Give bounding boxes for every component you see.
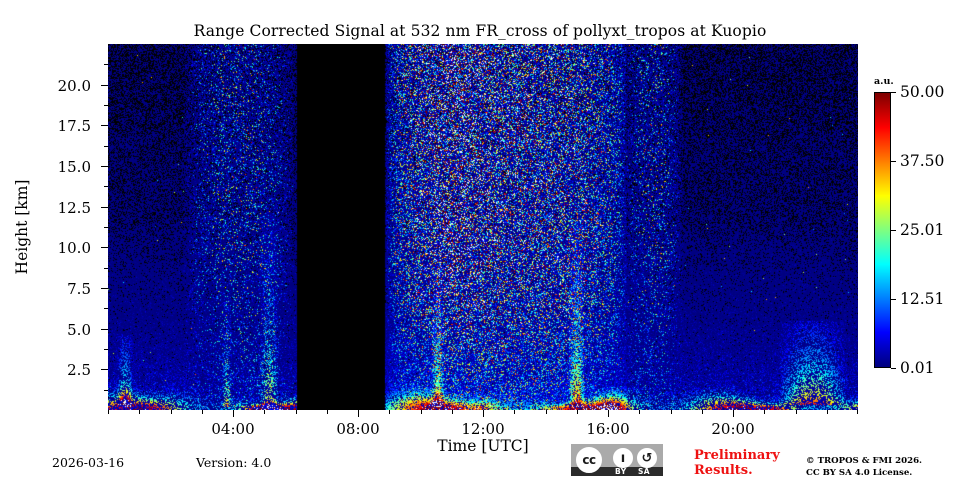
colorbar-tick-label: 0.01 [900,359,935,377]
y-axis-minor-tick [104,145,108,147]
cc-badge-bottom-bar [571,467,663,476]
x-axis-minor-tick [545,410,547,414]
colorbar-tick [891,298,896,300]
x-axis-minor-tick [701,410,703,414]
x-axis-minor-tick [826,410,828,414]
x-axis-minor-tick [857,410,858,414]
x-axis-minor-tick [451,410,453,414]
x-axis-tick-label: 12:00 [461,420,505,438]
x-axis-tick [733,410,734,417]
colorbar-tick-label: 12.51 [900,289,945,308]
y-axis-tick: 15.0 [58,158,108,176]
colorbar-tick-label: 50.00 [900,83,945,101]
y-axis-tick-label: 5.0 [67,320,91,339]
cc-sa-icon: ↺ [637,448,657,468]
y-axis-minor-tick [104,308,108,310]
x-axis-minor-tick [201,410,203,414]
cc-logo-text: cc [582,453,596,467]
colorbar-unit-label: a.u. [874,76,894,87]
y-axis-tick: 20.0 [58,77,108,95]
colorbar-tick-label: 25.01 [900,220,945,239]
colorbar-tick [891,229,896,231]
cc-sa-glyph: ↺ [641,450,653,466]
x-axis-label: Time [UTC] [437,437,529,455]
y-axis-tick: 7.5 [67,280,108,298]
x-axis-minor-tick [639,410,641,414]
copyright-note: © TROPOS & FMI 2026. CC BY SA 4.0 Licens… [806,455,956,479]
footer-date: 2026-03-16 [52,455,125,470]
y-axis-minor-tick [104,186,108,188]
y-axis-tick-label: 10.0 [57,239,91,258]
copyright-line-1: © TROPOS & FMI 2026. [806,456,923,466]
x-axis-minor-tick [670,410,672,414]
preliminary-line-1: Preliminary [694,448,780,463]
page-title: Range Corrected Signal at 532 nm FR_cros… [193,22,767,40]
copyright-line-2: CC BY SA 4.0 License. [806,468,913,479]
x-axis-minor-tick [389,410,391,414]
footer-version: Version: 4.0 [196,455,272,470]
colorbar: 0.01 12.51 25.01 37.50 50.00 [874,83,944,377]
x-axis-minor-tick [795,410,797,414]
y-axis-minor-tick [104,389,108,391]
cc-by-glyph: ı [620,450,626,466]
x-axis-tick-label: 04:00 [211,420,255,438]
y-axis-minor-tick [104,349,108,350]
plot-axes-area: 2.5 5.0 7.5 10.0 12.5 15.0 17.5 20.0 04:00 08:00 1… [58,44,858,438]
x-axis-tick [358,410,359,417]
x-axis-tick [233,410,234,417]
preliminary-line-2: Results. [694,463,753,479]
colorbar-gradient [874,92,891,368]
y-axis-tick: 17.5 [58,117,108,135]
preliminary-results-note: Preliminary Results. [694,448,804,479]
x-axis-minor-tick [326,410,328,414]
y-axis-minor-tick [104,267,108,269]
x-axis-minor-tick [420,410,422,414]
cc-logo-icon: cc [576,447,602,473]
cc-badge-icons: cc ı ↺ [571,444,663,473]
creative-commons-license-badge[interactable]: cc ı ↺ BY SA [571,444,663,476]
x-axis-minor-tick [764,410,766,414]
colorbar-tick [891,161,896,162]
x-axis-tick-label: 16:00 [586,420,630,438]
x-axis-tick [483,410,484,417]
x-axis-minor-tick [139,410,141,414]
y-axis-tick: 5.0 [67,321,108,339]
y-axis-tick-label: 15.0 [57,158,91,176]
y-axis-minor-tick [104,64,108,66]
y-axis-tick: 12.5 [58,199,108,217]
y-axis-minor-tick [104,105,108,106]
x-axis-minor-tick [264,410,266,414]
lidar-quicklook-heatmap [108,44,858,410]
y-axis-tick: 10.0 [58,239,108,257]
y-axis-minor-tick [104,227,108,228]
y-axis-tick-label: 17.5 [57,117,91,136]
x-axis-minor-tick [108,410,109,414]
colorbar-tick-label: 37.50 [900,152,945,170]
x-axis-minor-tick [514,410,516,414]
cc-sa-label: SA [638,467,651,476]
y-axis-tick: 2.5 [67,361,108,379]
x-axis-tick [608,410,609,417]
cc-by-icon: ı [613,448,633,468]
x-axis-minor-tick [170,410,172,414]
y-axis-tick-label: 12.5 [57,198,91,217]
colorbar-tick [891,368,896,369]
x-axis-tick-label: 20:00 [711,420,755,438]
colorbar-tick [891,92,896,93]
x-axis-minor-tick [576,410,578,414]
cc-by-label: BY [615,467,627,476]
y-axis-tick-label: 7.5 [67,280,91,298]
y-axis-tick-label: 20.0 [57,76,91,95]
y-axis-tick-label: 2.5 [67,361,91,380]
y-axis-label: Height [km] [13,179,31,275]
x-axis-tick-label: 08:00 [336,420,380,438]
x-axis-minor-tick [295,410,297,414]
